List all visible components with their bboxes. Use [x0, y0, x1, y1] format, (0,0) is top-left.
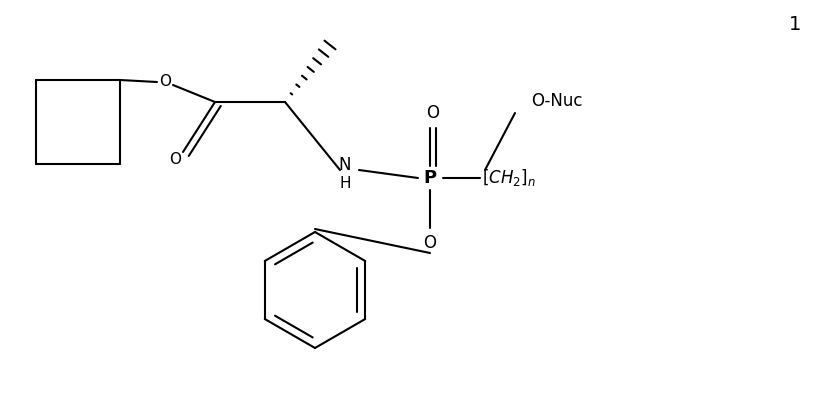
Text: P: P [423, 169, 436, 187]
Text: O: O [159, 74, 171, 90]
Text: O: O [169, 152, 181, 168]
Text: O: O [423, 234, 436, 252]
Text: O-Nuc: O-Nuc [531, 92, 582, 110]
Text: O: O [427, 104, 440, 122]
Text: N: N [339, 156, 351, 174]
Text: $[$CH$_2]_n$: $[$CH$_2]_n$ [482, 168, 536, 188]
Text: H: H [339, 176, 351, 190]
Text: 1: 1 [789, 16, 801, 34]
